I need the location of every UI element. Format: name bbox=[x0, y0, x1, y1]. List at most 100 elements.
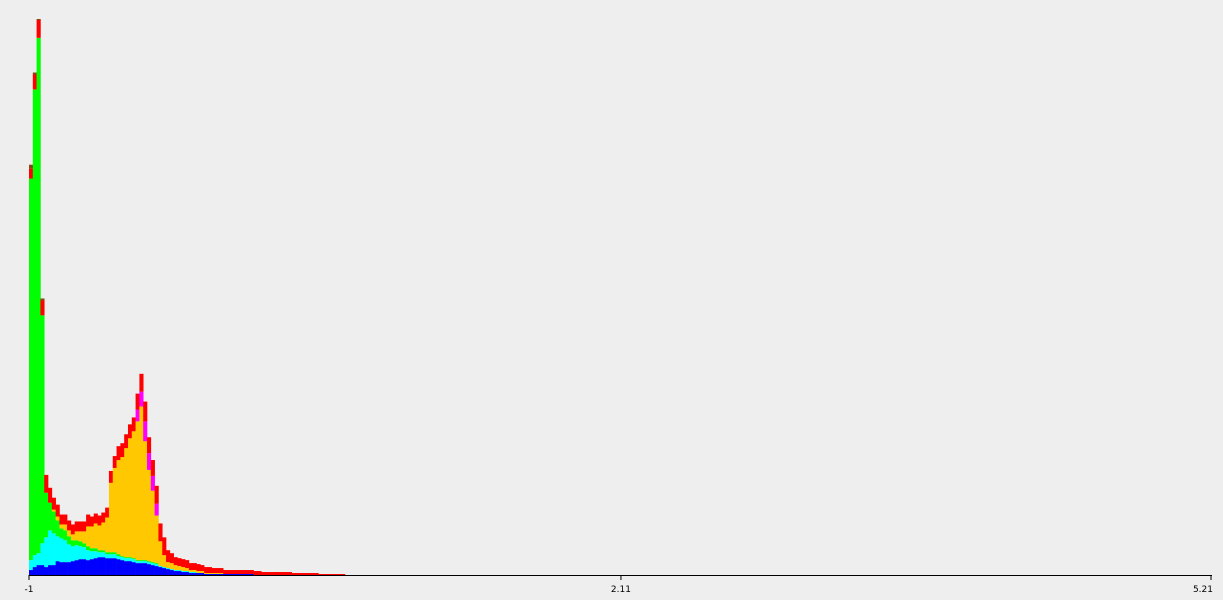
bar-segment bbox=[249, 570, 254, 574]
bar-segment bbox=[147, 437, 152, 454]
bar-segment bbox=[29, 164, 34, 169]
bar-segment bbox=[215, 568, 220, 574]
bar-segment bbox=[162, 537, 167, 556]
bar-segment bbox=[139, 373, 144, 392]
bar-segment bbox=[63, 540, 68, 563]
bar-segment bbox=[150, 460, 155, 476]
bar-segment bbox=[268, 572, 273, 575]
bar-segment bbox=[89, 526, 95, 549]
bar-segment bbox=[127, 561, 133, 576]
bar-segment bbox=[169, 563, 174, 570]
bar-segment bbox=[78, 559, 83, 575]
bar-segment bbox=[314, 573, 319, 575]
bar-segment bbox=[131, 431, 136, 559]
bar-segment bbox=[169, 553, 174, 564]
bar-segment bbox=[67, 562, 72, 575]
bar-segment bbox=[89, 551, 95, 560]
bar-segment bbox=[63, 524, 68, 531]
bar-segment bbox=[89, 548, 95, 552]
bar-segment bbox=[177, 570, 182, 572]
bar-segment bbox=[245, 570, 251, 574]
bar-segment bbox=[108, 554, 114, 559]
bar-segment bbox=[124, 434, 129, 449]
bar-segment bbox=[211, 574, 216, 575]
bar-segment bbox=[86, 514, 91, 527]
bar-segment bbox=[154, 563, 159, 565]
bar-segment bbox=[108, 558, 114, 575]
bar-segment bbox=[89, 516, 95, 527]
bar-segment bbox=[55, 504, 60, 517]
bar-segment bbox=[101, 512, 106, 523]
bar-segment bbox=[325, 574, 331, 575]
bar-segment bbox=[116, 446, 121, 461]
bar-segment bbox=[154, 515, 159, 564]
bar-segment bbox=[55, 536, 60, 562]
bar-segment bbox=[306, 573, 311, 575]
bar-segment bbox=[124, 448, 129, 558]
bar-segment bbox=[322, 574, 327, 575]
bar-segment bbox=[154, 503, 159, 516]
bar-segment bbox=[143, 401, 148, 422]
bar-segment bbox=[116, 554, 121, 557]
bar-segment bbox=[86, 560, 91, 575]
bar-segment bbox=[211, 573, 216, 575]
bar-segment bbox=[32, 567, 37, 575]
bar-segment bbox=[67, 530, 72, 537]
bar-segment bbox=[192, 573, 197, 575]
bar-segment bbox=[166, 550, 171, 563]
bar-segment bbox=[139, 406, 144, 561]
bar-segment bbox=[86, 526, 91, 547]
bar-segment bbox=[86, 546, 91, 551]
bar-segment bbox=[48, 530, 53, 566]
bar-segment bbox=[63, 514, 68, 525]
bar-segment bbox=[181, 571, 186, 573]
bar-segment bbox=[74, 531, 79, 541]
bar-segment bbox=[143, 560, 148, 562]
bar-segment bbox=[40, 565, 45, 575]
bar-segment bbox=[93, 548, 98, 552]
bar-segment bbox=[265, 572, 270, 575]
bar-segment bbox=[116, 556, 121, 560]
bar-segment bbox=[112, 467, 117, 553]
bar-segment bbox=[82, 559, 87, 575]
bar-segment bbox=[105, 554, 110, 559]
bar-segment bbox=[234, 570, 239, 574]
bar-segment bbox=[120, 556, 125, 558]
bar-segment bbox=[177, 566, 182, 571]
bar-segment bbox=[318, 574, 323, 575]
bar-segment bbox=[192, 572, 197, 574]
bar-segment bbox=[166, 569, 171, 575]
bar-segment bbox=[29, 570, 34, 575]
bar-segment bbox=[44, 474, 49, 493]
bar-segment bbox=[101, 557, 106, 575]
bar-segment bbox=[188, 572, 193, 574]
bar-segment bbox=[74, 545, 79, 561]
bar-segment bbox=[249, 574, 254, 575]
bar-segment bbox=[284, 572, 289, 575]
bar-segment bbox=[36, 553, 41, 566]
bar-segment bbox=[242, 574, 247, 575]
bar-segment bbox=[116, 460, 121, 555]
bar-segment bbox=[59, 528, 64, 539]
bar-segment bbox=[120, 457, 125, 557]
bar-segment bbox=[196, 564, 201, 572]
bar-segment bbox=[185, 572, 190, 575]
bar-segment bbox=[219, 573, 224, 575]
bar-segment bbox=[93, 558, 98, 575]
bar-segment bbox=[44, 537, 49, 568]
bar-segment bbox=[32, 72, 37, 75]
bar-segment bbox=[135, 560, 140, 562]
bar-segment bbox=[93, 551, 98, 559]
x-tick-label: 2.11 bbox=[611, 585, 631, 595]
bar-segment bbox=[280, 572, 285, 575]
bar-segment bbox=[215, 574, 220, 575]
bar-segment bbox=[207, 573, 213, 575]
bar-segment bbox=[59, 524, 64, 529]
bar-segment bbox=[51, 533, 56, 566]
bar-segment bbox=[70, 546, 75, 562]
bar-segment bbox=[245, 574, 251, 575]
bar-segment bbox=[120, 443, 125, 458]
bar-segment bbox=[63, 530, 68, 541]
bar-segment bbox=[36, 19, 41, 20]
bar-segment bbox=[192, 563, 197, 571]
